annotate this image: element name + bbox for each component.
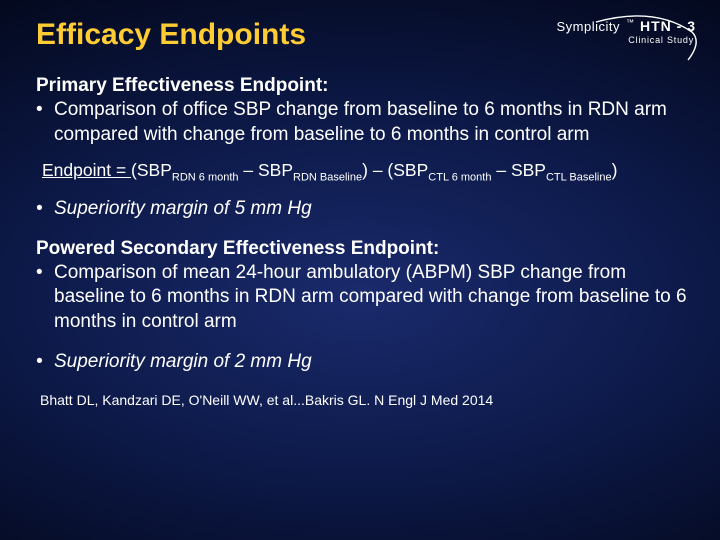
sbp: SBP bbox=[511, 160, 546, 180]
logo-tm: ™ bbox=[626, 18, 634, 27]
spacer bbox=[36, 221, 690, 237]
bullet-mark: • bbox=[36, 350, 54, 374]
secondary-bullet-1: • Comparison of mean 24-hour ambulatory … bbox=[36, 261, 690, 334]
logo-subtitle: Clinical Study bbox=[556, 35, 694, 45]
logo-top-row: Symplicity ™ HTN - 3 bbox=[556, 18, 696, 34]
sub-ctlb: CTL Baseline bbox=[546, 171, 612, 183]
sbp: SBP bbox=[258, 160, 293, 180]
formula-label: Endpoint = bbox=[42, 160, 131, 180]
logo-brand: Symplicity bbox=[556, 19, 620, 34]
secondary-bullet-1-text: Comparison of mean 24-hour ambulatory (A… bbox=[54, 261, 690, 334]
sbp: SBP bbox=[137, 160, 172, 180]
primary-bullet-2: • Superiority margin of 5 mm Hg bbox=[36, 197, 690, 221]
slide-body: Primary Effectiveness Endpoint: • Compar… bbox=[36, 74, 690, 410]
citation: Bhatt DL, Kandzari DE, O'Neill WW, et al… bbox=[40, 392, 690, 410]
spacer bbox=[36, 334, 690, 350]
bullet-mark: • bbox=[36, 197, 54, 221]
primary-bullet-2-text: Superiority margin of 5 mm Hg bbox=[54, 197, 690, 221]
logo-study: HTN - 3 bbox=[640, 18, 696, 34]
sub-rdnb: RDN Baseline bbox=[293, 171, 362, 183]
study-logo: Symplicity ™ HTN - 3 Clinical Study bbox=[556, 18, 696, 74]
primary-bullet-1-text: Comparison of office SBP change from bas… bbox=[54, 98, 690, 147]
bullet-mark: • bbox=[36, 261, 54, 285]
sbp: SBP bbox=[393, 160, 428, 180]
slide: Efficacy Endpoints Symplicity™ HTN - 3 C… bbox=[0, 0, 720, 540]
secondary-heading: Powered Secondary Effectiveness Endpoint… bbox=[36, 237, 690, 261]
secondary-bullet-2-text: Superiority margin of 2 mm Hg bbox=[54, 350, 690, 374]
sub-rdn6: RDN 6 month bbox=[172, 171, 239, 183]
endpoint-formula: Endpoint = (SBPRDN 6 month – SBPRDN Base… bbox=[42, 159, 690, 185]
bullet-mark: • bbox=[36, 98, 54, 122]
secondary-bullet-2: • Superiority margin of 2 mm Hg bbox=[36, 350, 690, 374]
primary-bullet-1: • Comparison of office SBP change from b… bbox=[36, 98, 690, 147]
sub-ctl6: CTL 6 month bbox=[428, 171, 491, 183]
primary-heading: Primary Effectiveness Endpoint: bbox=[36, 74, 690, 98]
